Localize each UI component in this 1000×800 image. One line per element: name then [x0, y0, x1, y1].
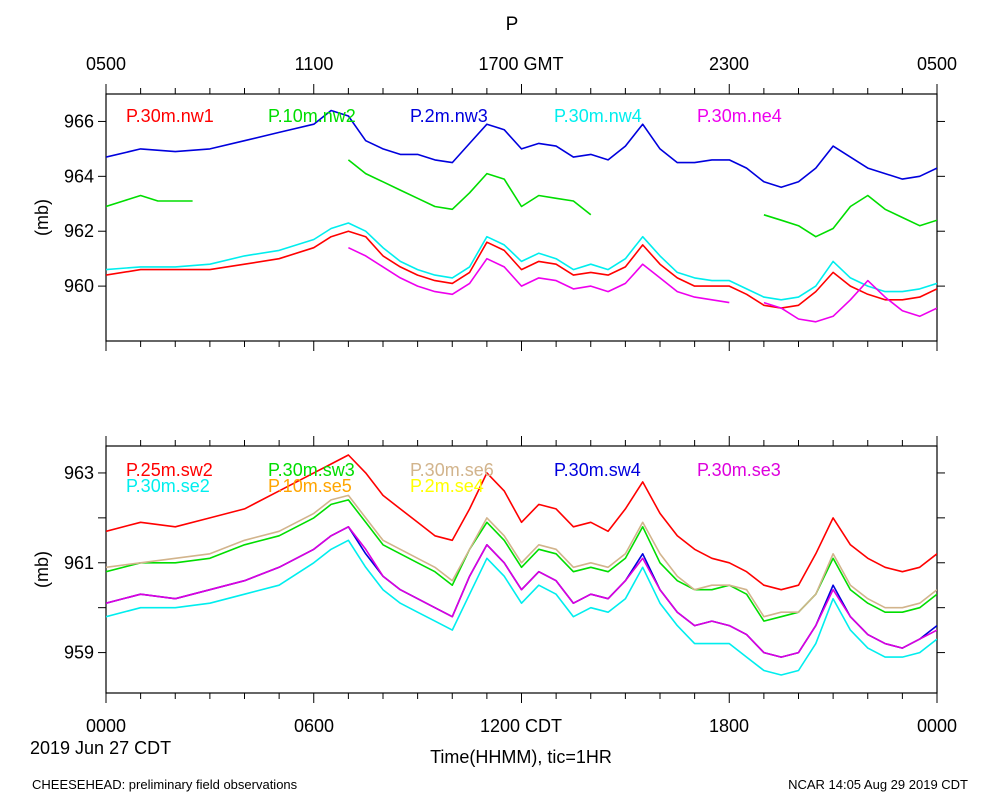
y-tick-label: 963	[64, 463, 94, 483]
y-axis-label: (mb)	[32, 551, 52, 588]
series-line	[106, 230, 937, 309]
top-tick-label: 0500	[917, 54, 957, 74]
y-tick-label: 964	[64, 166, 94, 186]
legend-entry: P.2m.se4	[410, 476, 484, 496]
y-tick-label: 961	[64, 553, 94, 573]
bottom-tick-label: 1200 CDT	[480, 716, 562, 736]
legend-entry: P.10m.se5	[268, 476, 352, 496]
plot-frame	[105, 445, 938, 694]
top-tick-label: 2300	[709, 54, 749, 74]
footer-left: CHEESEHEAD: preliminary field observatio…	[32, 777, 298, 792]
legend-entry: P.30m.se2	[126, 476, 210, 496]
top-tick-label: 1700 GMT	[478, 54, 563, 74]
legend-entry: P.10m.nw2	[268, 106, 356, 126]
series-line	[347, 159, 592, 216]
top-tick-label: 0500	[86, 54, 126, 74]
bottom-tick-label: 0000	[917, 716, 957, 736]
bottom-tick-label: 1800	[709, 716, 749, 736]
series-line	[348, 246, 730, 304]
legend-entry: P.30m.nw4	[554, 106, 642, 126]
legend-entry: P.30m.se3	[697, 460, 781, 480]
bottom-tick-label: 0000	[86, 716, 126, 736]
series-line	[106, 109, 937, 189]
series-line	[106, 494, 937, 618]
bottom-panel: 959 961 963 (mb) P.25m.sw2 P.30m.sw3 P.30m.se6…	[32, 436, 945, 703]
y-tick-label: 962	[64, 221, 94, 241]
plot-frame	[105, 93, 938, 342]
top-tick-label: 1100	[295, 54, 334, 74]
series-line	[763, 194, 937, 238]
x-axis-label: Time(HHMM), tic=1HR	[430, 747, 612, 767]
legend-entry: P.25m.sw2	[126, 460, 213, 480]
series-line	[106, 525, 937, 658]
footer-right: NCAR 14:05 Aug 29 2019 CDT	[788, 777, 968, 792]
series-line	[106, 194, 193, 208]
legend-entry: P.30m.sw4	[554, 460, 641, 480]
legend-entry: P.30m.ne4	[697, 106, 782, 126]
y-tick-label: 959	[64, 643, 94, 663]
y-tick-label: 960	[64, 276, 94, 296]
legend-entry: P.30m.sw3	[268, 460, 355, 480]
series-line	[763, 279, 937, 323]
date-label: 2019 Jun 27 CDT	[30, 738, 171, 758]
legend-entry: P.30m.nw1	[126, 106, 214, 126]
y-axis-label: (mb)	[32, 199, 52, 236]
series-line	[106, 454, 937, 591]
figure-title: P	[506, 14, 519, 35]
legend-entry: P.30m.se6	[410, 460, 494, 480]
legend-entry: P.2m.nw3	[410, 106, 488, 126]
top-panel: 960 962 964 966 (mb) P.30m.nw1 P.10m.nw2 P.2m.n…	[32, 84, 945, 351]
series-line	[106, 539, 937, 676]
series-line	[106, 222, 937, 301]
y-tick-label: 966	[64, 111, 94, 131]
bottom-tick-label: 0600	[294, 716, 334, 736]
